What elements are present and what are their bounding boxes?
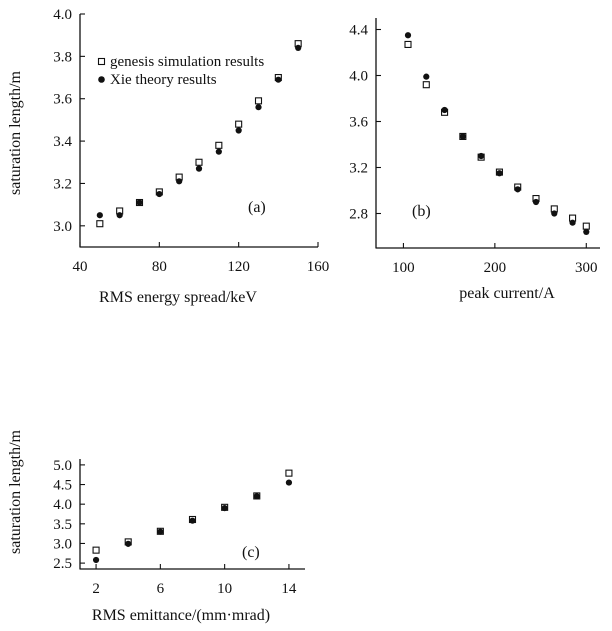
panel-c-xlabel: RMS emittance/(mm·mrad) (92, 607, 270, 624)
xie-theory-point (253, 493, 260, 500)
xie-theory-point (404, 32, 412, 39)
panel-a-y-tick-label: 3.8 (53, 49, 72, 65)
legend-label-xie: Xie theory results (110, 72, 217, 88)
panel-b-chart: peak current/A (b) 2.8 3.2 3.6 4.0 4.4 100 200… (349, 18, 600, 302)
panel-c-y-tick-label: 2.5 (53, 556, 72, 572)
panel-b-x-tick-label: 300 (575, 260, 598, 276)
xie-theory-point (496, 170, 503, 177)
xie-theory-point (423, 73, 430, 80)
panel-a-y-tick-label: 3.6 (53, 92, 72, 108)
legend-label-simulation: genesis simulation results (110, 54, 264, 70)
xie-theory-point (285, 479, 293, 486)
panel-a-y-tick-label: 4.0 (53, 7, 72, 23)
panel-c-ylabel: saturation length/m (7, 429, 24, 554)
xie-theory-point (176, 178, 183, 185)
panel-a-x-tick-label: 40 (73, 259, 88, 275)
panel-a-y-tick-label: 3.0 (53, 219, 72, 235)
panel-c-x-tick-label: 10 (217, 581, 232, 597)
simulation-point (254, 97, 263, 105)
simulation-point (215, 141, 223, 149)
xie-theory-point (441, 106, 448, 114)
xie-theory-point (478, 152, 485, 160)
xie-theory-point (514, 186, 521, 193)
legend-marker-simulation (97, 57, 106, 66)
legend-marker-xie (98, 76, 105, 83)
panel-b-y-tick-label: 3.2 (349, 161, 368, 177)
xie-theory-point (551, 210, 558, 217)
simulation-point (422, 81, 430, 89)
simulation-point (195, 158, 203, 166)
panel-a-x-tick-label: 160 (307, 259, 330, 275)
panel-b-y-tick-label: 4.4 (349, 23, 368, 39)
panel-c-x-tick-label: 14 (281, 581, 297, 597)
panel-a-label: (a) (248, 199, 266, 216)
simulation-point (285, 469, 293, 477)
panel-a-ylabel: saturation length/m (7, 70, 24, 195)
panel-b-y-tick-label: 3.6 (349, 115, 368, 131)
xie-theory-point (221, 505, 228, 512)
xie-theory-point (235, 127, 242, 134)
xie-theory-point (459, 133, 466, 140)
panel-a-chart: saturation length/m RMS energy spread/ke… (7, 7, 329, 306)
xie-theory-point (275, 76, 282, 83)
xie-theory-point (569, 219, 576, 226)
simulation-point (96, 220, 104, 228)
xie-theory-point (92, 556, 100, 564)
panel-b-x-tick-label: 100 (392, 260, 415, 276)
panel-c-x-tick-label: 6 (157, 581, 165, 597)
panel-a-y-tick-label: 3.4 (53, 134, 72, 150)
xie-theory-point (195, 165, 203, 172)
panel-c-y-tick-label: 4.5 (53, 478, 72, 494)
panel-a-legend: genesis simulation results Xie theory re… (97, 54, 264, 88)
simulation-point (92, 546, 100, 554)
panel-c-y-tick-label: 4.0 (53, 497, 72, 513)
simulation-point (235, 120, 243, 128)
xie-theory-point (295, 44, 302, 51)
xie-theory-point (156, 190, 163, 198)
xie-theory-point (116, 212, 123, 219)
panel-b-label: (b) (412, 203, 431, 220)
panel-a-x-tick-label: 120 (227, 259, 250, 275)
xie-theory-point (189, 517, 196, 524)
xie-theory-point (96, 212, 103, 219)
panel-a-x-tick-label: 80 (152, 259, 167, 275)
panel-c-y-tick-label: 3.0 (53, 536, 72, 552)
panel-b-x-tick-label: 200 (484, 260, 507, 276)
xie-theory-point (215, 148, 222, 155)
panel-b-y-tick-label: 2.8 (349, 207, 368, 223)
panel-c-y-tick-label: 5.0 (53, 458, 72, 474)
panel-c-chart: saturation length/m RMS emittance/(mm·mr… (7, 429, 305, 624)
xie-theory-point (532, 198, 540, 206)
xie-theory-point (157, 528, 164, 535)
panel-b-xlabel: peak current/A (459, 285, 555, 302)
panel-c-y-tick-label: 3.5 (53, 517, 72, 533)
panel-b-y-tick-label: 4.0 (349, 69, 368, 85)
xie-theory-point (583, 228, 590, 235)
xie-theory-point (136, 199, 143, 206)
panel-a-xlabel: RMS energy spread/keV (99, 289, 257, 306)
panel-c-x-tick-label: 2 (92, 581, 100, 597)
xie-theory-point (255, 104, 262, 111)
simulation-point (404, 40, 412, 49)
simulation-point (582, 222, 590, 230)
panel-c-label: (c) (242, 544, 260, 561)
xie-theory-point (125, 540, 132, 547)
panel-a-y-tick-label: 3.2 (53, 176, 72, 192)
